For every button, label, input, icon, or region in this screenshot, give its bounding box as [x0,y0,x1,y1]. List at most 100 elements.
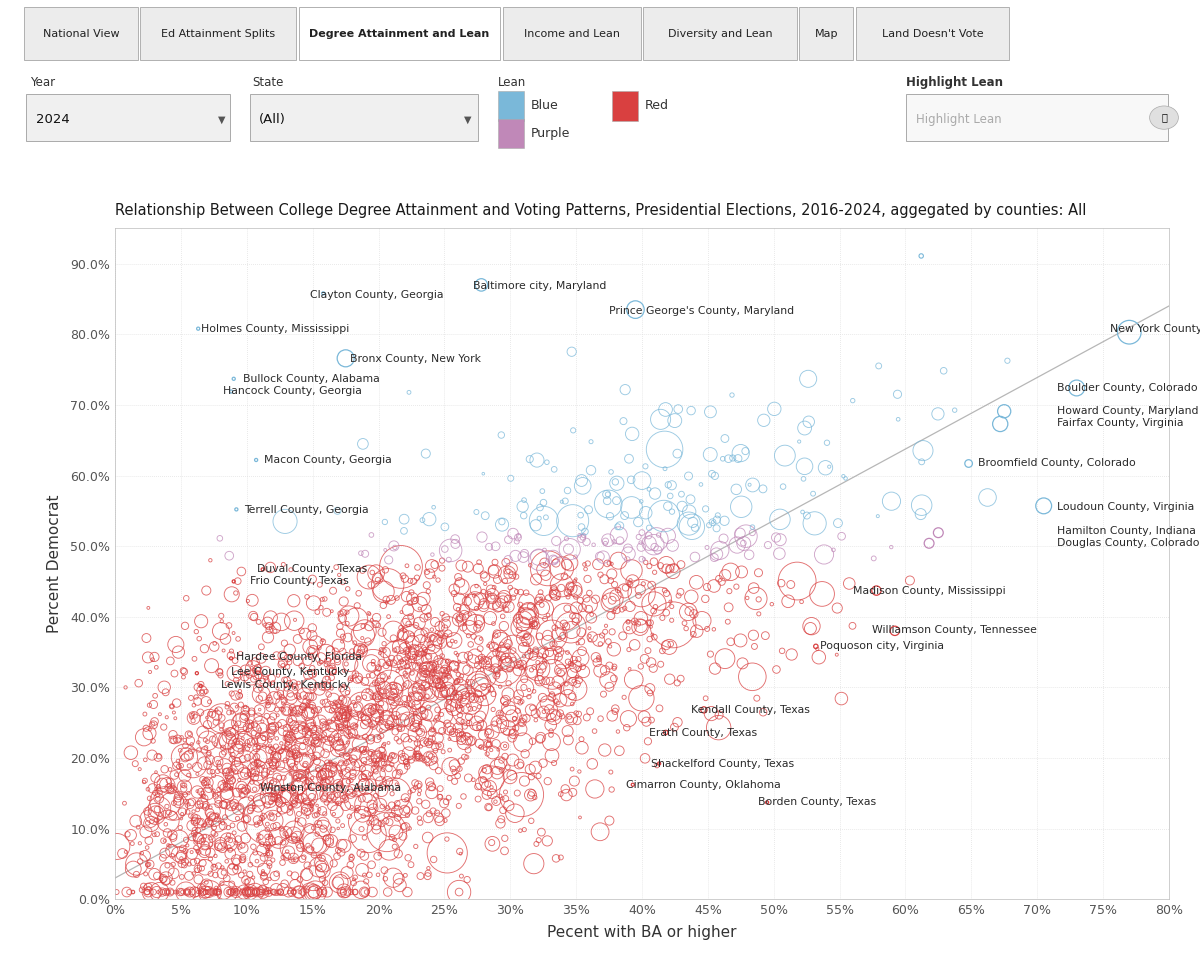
Point [377,808,396,823]
Point [217,696,236,712]
Point [509,530,528,545]
Point [606,701,625,716]
Point [304,644,323,660]
Point [502,561,521,576]
Point [353,630,372,645]
Point [461,637,480,652]
Point [260,812,280,827]
Point [445,685,464,701]
Point [997,353,1016,368]
Point [629,588,648,604]
Point [312,871,331,886]
Point [156,794,175,810]
Point [349,691,368,707]
Point [235,703,254,718]
Point [307,734,326,749]
Point [484,702,503,717]
Point [168,790,187,806]
Point [458,648,478,664]
Point [409,749,428,765]
Point [342,672,361,687]
Point [383,786,402,802]
Point [193,885,212,900]
Point [322,754,341,770]
Point [256,617,275,633]
Point [619,621,638,637]
Point [226,666,245,681]
Point [390,639,409,654]
Point [286,868,305,884]
Point [204,885,223,900]
Point [566,613,586,629]
Point [740,477,760,493]
Point [443,654,462,670]
Point [450,761,469,777]
Point [274,782,293,798]
Point [234,841,253,856]
Point [572,519,592,535]
Point [496,748,515,764]
Point [320,762,340,778]
Point [577,535,596,550]
Point [212,840,232,855]
Point [367,609,386,625]
Point [367,756,386,772]
Point [282,885,301,900]
Point [406,645,425,661]
Point [168,731,187,746]
Point [167,767,186,782]
Point [179,797,198,813]
Point [310,640,329,655]
Point [288,831,307,847]
Point [523,648,542,664]
Point [318,653,337,669]
Point [245,799,264,815]
Point [227,885,246,900]
Point [322,731,341,746]
Point [389,652,408,668]
Point [508,584,527,600]
Point [546,555,565,571]
Point [368,752,388,768]
Point [250,702,269,717]
Point [451,732,470,747]
Point [391,620,410,636]
Point [335,884,354,899]
Point [428,667,448,682]
Point [444,725,463,741]
Point [431,633,450,648]
Point [282,746,301,762]
Point [173,856,192,872]
Point [382,650,401,666]
Point [188,783,208,799]
Point [197,797,216,813]
Point [361,777,380,792]
Point [187,759,206,775]
Point [179,885,198,900]
Point [173,804,192,819]
Point [296,882,316,897]
Point [512,786,532,802]
Point [719,600,738,615]
Point [454,698,473,713]
Point [336,766,355,781]
Point [329,777,348,792]
Point [334,705,353,720]
Point [419,810,438,825]
Point [334,732,353,747]
Point [551,850,570,865]
Point [469,561,488,576]
Point [260,792,280,808]
Point [767,530,786,545]
Point [372,782,391,798]
Point [504,590,523,606]
Point [193,786,212,802]
Point [222,736,241,751]
Point [367,757,386,773]
Point [545,637,564,652]
Point [473,662,492,677]
Point [557,677,576,692]
Text: Clayton County, Georgia: Clayton County, Georgia [310,290,444,299]
Point [484,616,503,632]
Point [280,885,299,900]
